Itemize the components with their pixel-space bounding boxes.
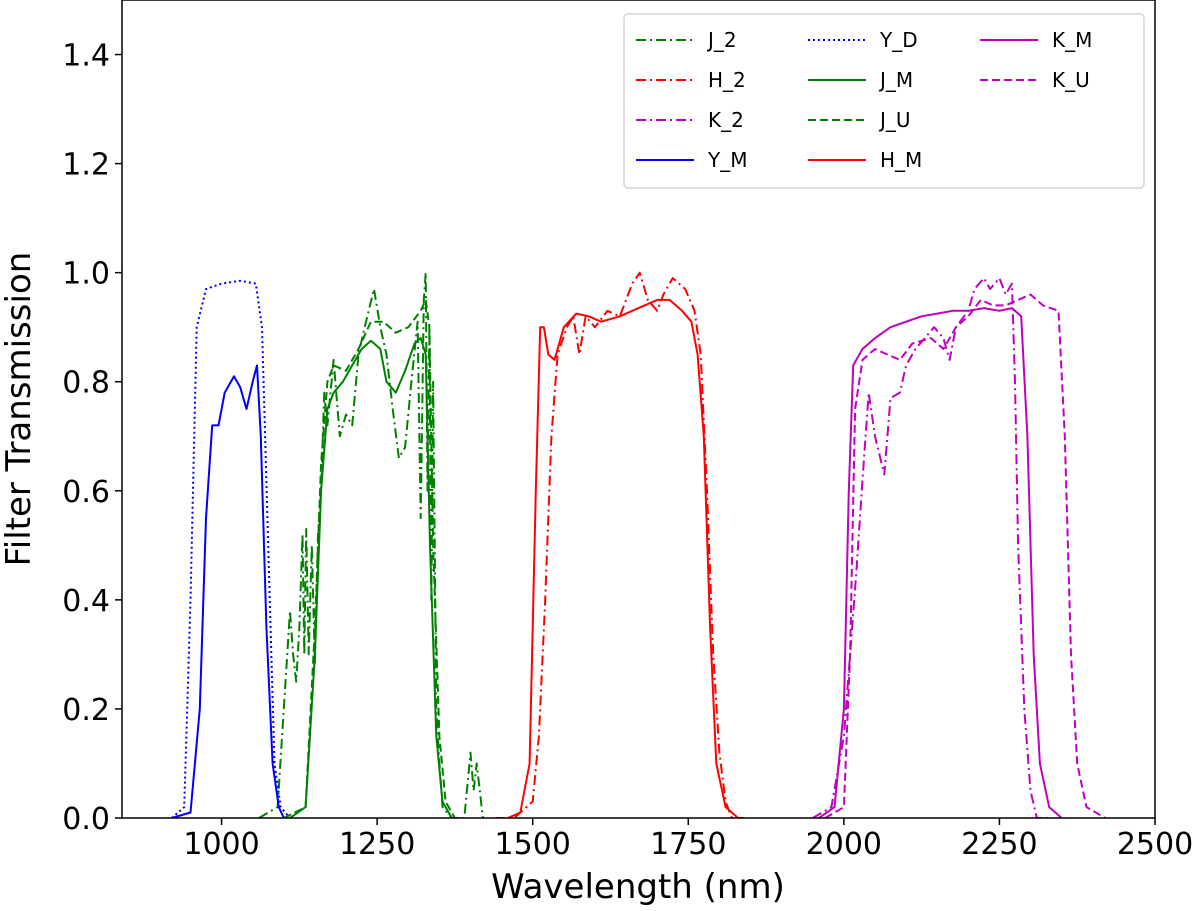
y-tick-label: 1.4	[62, 39, 110, 74]
y-tick-label: 0.2	[62, 693, 110, 728]
plot-frame	[121, 0, 1156, 819]
x-tick-label: 1000	[183, 827, 259, 862]
series-line-k-2	[812, 277, 1050, 818]
legend: J_2 H_2 K_2 Y_M Y_D J_M J_U H_M K_M K_U	[623, 13, 1145, 189]
y-tick-label: 0.6	[62, 475, 110, 510]
series-line-h-m	[507, 298, 739, 818]
y-axis: 0.0 0.2 0.4 0.6 0.8 1.0 1.2 1.4	[62, 39, 122, 837]
legend-label: Y_M	[707, 148, 747, 172]
series-line-y-d	[171, 279, 291, 818]
legend-label: H_2	[708, 68, 746, 92]
legend-label: H_M	[880, 148, 922, 172]
series-line-j-m	[289, 337, 453, 818]
y-axis-title: Filter Transmission	[0, 252, 39, 567]
legend-label: K_M	[1052, 28, 1092, 52]
y-tick-label: 1.0	[62, 257, 110, 292]
y-tick-label: 0.0	[62, 802, 110, 837]
x-tick-label: 1750	[650, 827, 726, 862]
legend-label: J_U	[878, 108, 911, 132]
x-tick-label: 2500	[1117, 827, 1193, 862]
legend-label: J_2	[706, 28, 737, 52]
y-tick-label: 0.8	[62, 366, 110, 401]
series-line-h-2	[495, 271, 745, 818]
x-tick-label: 1250	[339, 827, 415, 862]
series-line-j-2	[258, 271, 484, 818]
legend-frame	[623, 13, 1145, 189]
x-axis: 1000 1250 1500 1750 2000 2250 2500	[183, 818, 1193, 862]
series-line-y-m	[171, 364, 285, 818]
x-tick-label: 2000	[806, 827, 882, 862]
legend-label: Y_D	[879, 28, 918, 52]
series-line-j-u	[283, 298, 456, 818]
y-tick-label: 0.4	[62, 584, 110, 619]
legend-label: K_U	[1052, 68, 1090, 92]
x-tick-label: 2250	[961, 827, 1037, 862]
legend-label: J_M	[878, 68, 913, 92]
x-axis-title: Wavelength (nm)	[491, 867, 785, 907]
series-line-k-u	[824, 293, 1106, 818]
y-tick-label: 1.2	[62, 148, 110, 183]
series-group	[171, 271, 1106, 818]
series-line-k-m	[818, 307, 1063, 818]
x-tick-label: 1500	[495, 827, 571, 862]
legend-label: K_2	[708, 108, 744, 132]
